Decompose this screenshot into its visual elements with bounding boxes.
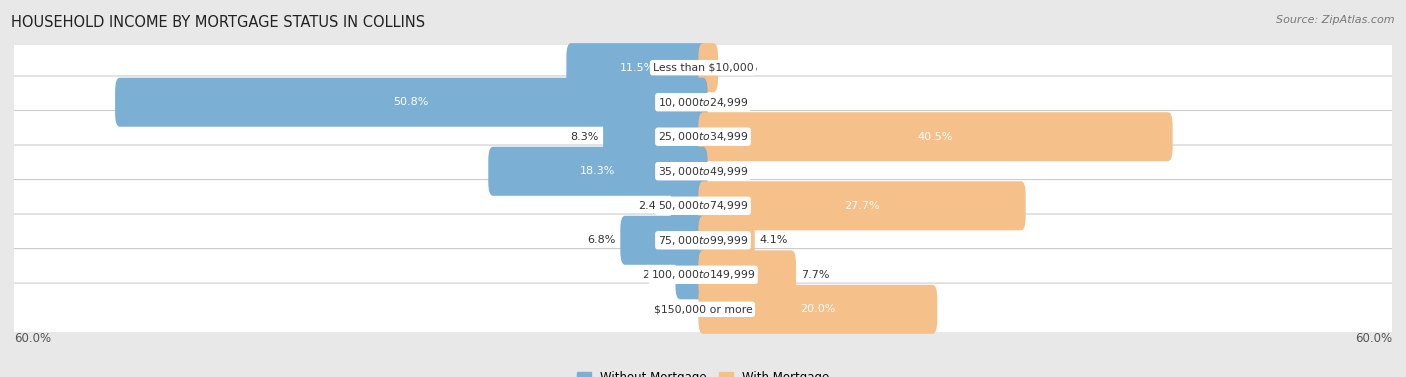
Text: $50,000 to $74,999: $50,000 to $74,999: [658, 199, 748, 212]
Text: 2.4%: 2.4%: [638, 201, 666, 211]
Text: HOUSEHOLD INCOME BY MORTGAGE STATUS IN COLLINS: HOUSEHOLD INCOME BY MORTGAGE STATUS IN C…: [11, 15, 426, 30]
FancyBboxPatch shape: [11, 179, 1395, 232]
FancyBboxPatch shape: [699, 285, 938, 334]
Text: 6.8%: 6.8%: [588, 235, 616, 245]
Text: $150,000 or more: $150,000 or more: [654, 304, 752, 314]
Text: 0.91%: 0.91%: [723, 63, 758, 73]
FancyBboxPatch shape: [603, 112, 707, 161]
Text: 7.7%: 7.7%: [800, 270, 830, 280]
Text: Less than $10,000: Less than $10,000: [652, 63, 754, 73]
Text: 0.0%: 0.0%: [713, 166, 741, 176]
Text: 11.5%: 11.5%: [620, 63, 655, 73]
FancyBboxPatch shape: [699, 112, 1173, 161]
FancyBboxPatch shape: [699, 181, 1025, 230]
FancyBboxPatch shape: [11, 145, 1395, 198]
Text: $25,000 to $34,999: $25,000 to $34,999: [658, 130, 748, 143]
Text: $35,000 to $49,999: $35,000 to $49,999: [658, 165, 748, 178]
FancyBboxPatch shape: [699, 250, 796, 299]
FancyBboxPatch shape: [675, 250, 707, 299]
FancyBboxPatch shape: [567, 43, 707, 92]
Text: 60.0%: 60.0%: [1355, 332, 1392, 345]
FancyBboxPatch shape: [488, 147, 707, 196]
Text: 60.0%: 60.0%: [14, 332, 51, 345]
FancyBboxPatch shape: [11, 248, 1395, 301]
FancyBboxPatch shape: [671, 181, 707, 230]
FancyBboxPatch shape: [11, 76, 1395, 129]
Text: Source: ZipAtlas.com: Source: ZipAtlas.com: [1277, 15, 1395, 25]
Text: 40.5%: 40.5%: [918, 132, 953, 142]
FancyBboxPatch shape: [11, 110, 1395, 163]
Legend: Without Mortgage, With Mortgage: Without Mortgage, With Mortgage: [572, 366, 834, 377]
Text: $100,000 to $149,999: $100,000 to $149,999: [651, 268, 755, 281]
Text: 18.3%: 18.3%: [581, 166, 616, 176]
Text: 20.0%: 20.0%: [800, 304, 835, 314]
FancyBboxPatch shape: [11, 214, 1395, 267]
Text: $75,000 to $99,999: $75,000 to $99,999: [658, 234, 748, 247]
Text: 8.3%: 8.3%: [571, 132, 599, 142]
Text: $10,000 to $24,999: $10,000 to $24,999: [658, 96, 748, 109]
FancyBboxPatch shape: [11, 41, 1395, 94]
FancyBboxPatch shape: [115, 78, 707, 127]
Text: 50.8%: 50.8%: [394, 97, 429, 107]
Text: 0.0%: 0.0%: [713, 97, 741, 107]
FancyBboxPatch shape: [699, 43, 718, 92]
Text: 27.7%: 27.7%: [844, 201, 880, 211]
Text: 2.0%: 2.0%: [643, 270, 671, 280]
FancyBboxPatch shape: [620, 216, 707, 265]
Text: 4.1%: 4.1%: [759, 235, 787, 245]
Text: 0.0%: 0.0%: [665, 304, 693, 314]
FancyBboxPatch shape: [699, 216, 755, 265]
FancyBboxPatch shape: [11, 283, 1395, 336]
